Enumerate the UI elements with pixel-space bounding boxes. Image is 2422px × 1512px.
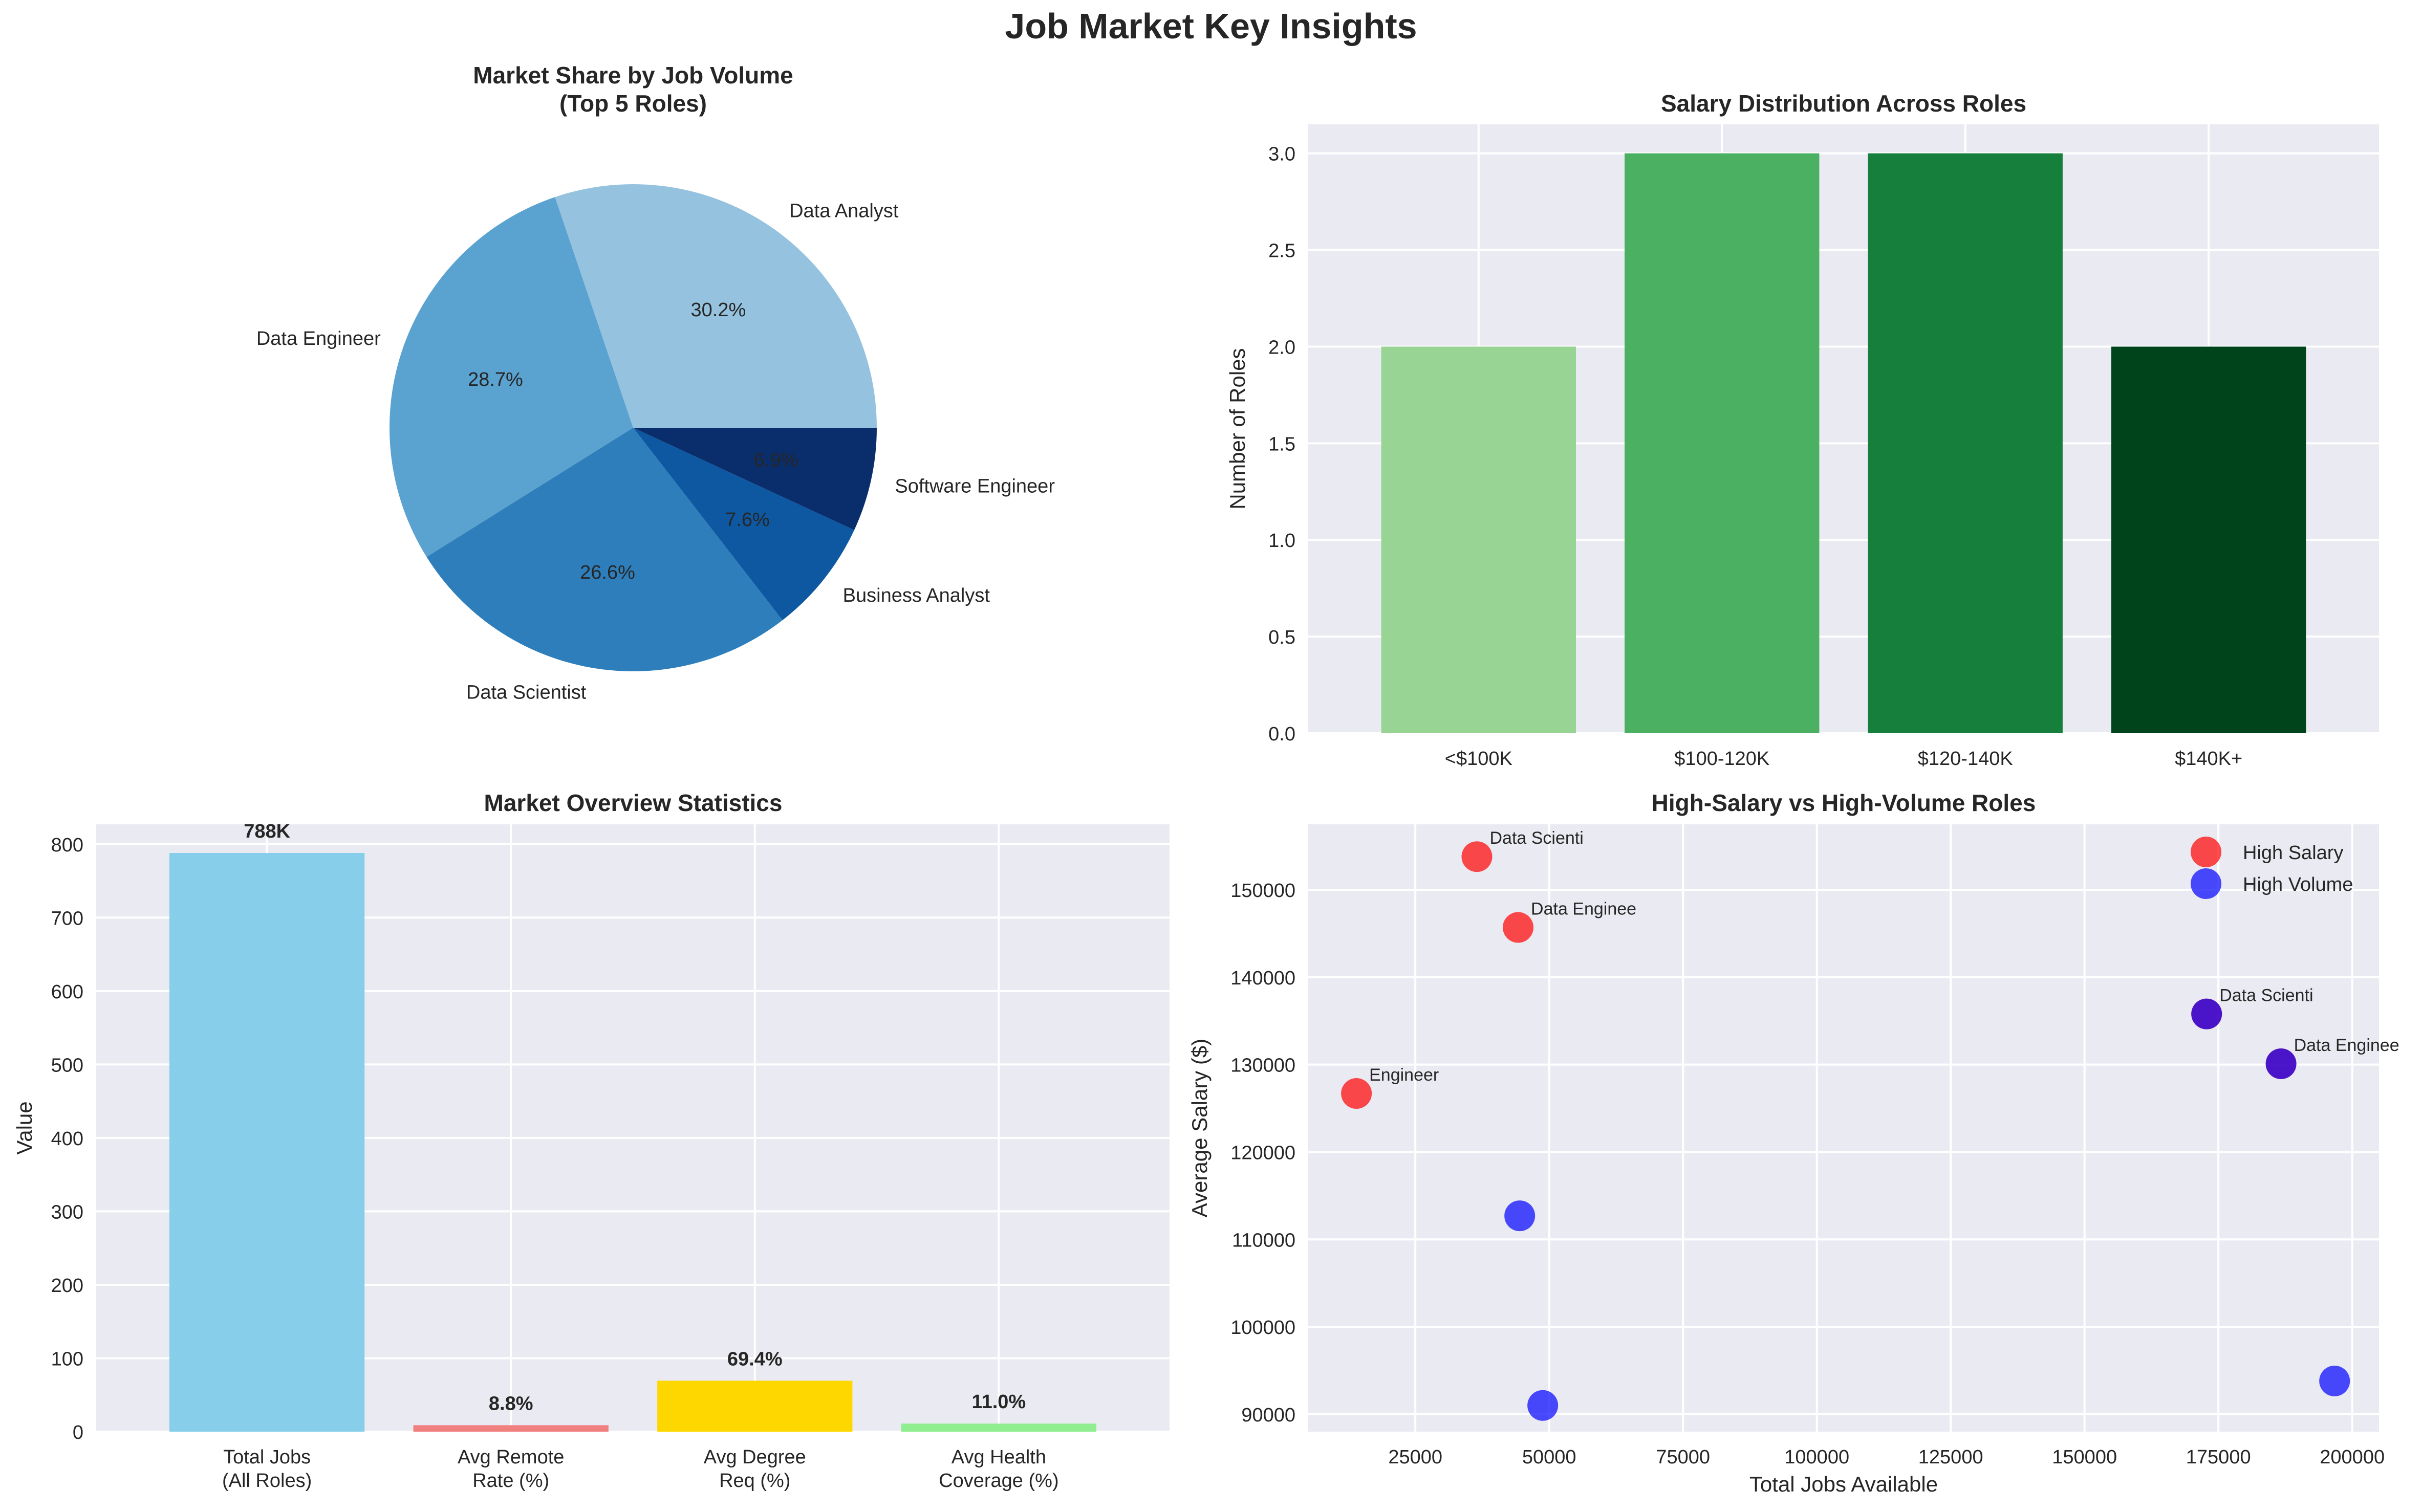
scatter-title: High-Salary vs High-Volume Roles bbox=[1652, 790, 2036, 816]
scatter-point-label: Data Scienti bbox=[2219, 986, 2313, 1005]
salary-y-tick: 2.0 bbox=[1268, 337, 1295, 358]
salary-bar bbox=[2111, 346, 2306, 733]
scatter-x-tick: 200000 bbox=[2320, 1447, 2385, 1468]
pie-slice bbox=[426, 428, 783, 671]
pie-label: Data Scientist bbox=[466, 682, 587, 704]
overview-bar bbox=[413, 1425, 609, 1432]
pie-slice bbox=[633, 428, 854, 621]
overview-x-tick: Avg Degree Req (%) bbox=[704, 1447, 806, 1492]
overview-y-tick: 200 bbox=[51, 1275, 83, 1297]
pie-percent-label: 30.2% bbox=[691, 299, 746, 321]
scatter-y-tick: 100000 bbox=[1230, 1317, 1295, 1339]
scatter-point bbox=[1504, 1200, 1536, 1232]
pie-slice bbox=[390, 197, 633, 557]
scatter-point bbox=[1527, 1390, 1559, 1421]
scatter-y-tick: 130000 bbox=[1230, 1055, 1295, 1077]
overview-y-tick: 600 bbox=[51, 981, 83, 1003]
scatter-point bbox=[1341, 1078, 1372, 1109]
salary-bar bbox=[1868, 153, 2063, 734]
scatter-y-tick: 140000 bbox=[1230, 968, 1295, 989]
salary-y-tick: 1.5 bbox=[1268, 433, 1295, 455]
salary-y-tick: 0.0 bbox=[1268, 724, 1295, 745]
scatter-point bbox=[1503, 912, 1534, 943]
salary-x-tick: $120-140K bbox=[1918, 748, 2013, 770]
scatter-x-tick: 25000 bbox=[1388, 1447, 1442, 1468]
pie-label: Data Analyst bbox=[789, 200, 899, 222]
overview-x-tick: Total Jobs (All Roles) bbox=[222, 1447, 312, 1492]
scatter-y-tick: 110000 bbox=[1232, 1230, 1295, 1251]
pie-label: Business Analyst bbox=[843, 585, 990, 606]
overview-value-label: 788K bbox=[244, 821, 290, 842]
pie-slice bbox=[633, 428, 877, 530]
pie-percent-label: 26.6% bbox=[580, 562, 635, 583]
pie-title: Market Share by Job Volume (Top 5 Roles) bbox=[473, 62, 793, 117]
pie-label: Data Engineer bbox=[256, 328, 381, 349]
overview-title: Market Overview Statistics bbox=[484, 790, 783, 816]
pie-percent-label: 7.6% bbox=[725, 509, 770, 531]
salary-volume-scatter-panel: 25000 50000 75000 100000 125000 150000 175000 2… bbox=[1187, 790, 2399, 1496]
overview-value-label: 69.4% bbox=[727, 1348, 783, 1370]
legend-label: High Volume bbox=[2243, 874, 2353, 895]
pie-slice bbox=[555, 184, 877, 428]
salary-bar bbox=[1625, 153, 1820, 734]
scatter-y-tick: 90000 bbox=[1241, 1405, 1295, 1426]
overview-bar bbox=[169, 852, 365, 1432]
scatter-point-label: Data Enginee bbox=[2294, 1036, 2399, 1055]
scatter-point bbox=[2265, 1048, 2297, 1079]
overview-y-tick: 700 bbox=[51, 908, 83, 929]
overview-y-tick: 0 bbox=[73, 1422, 83, 1443]
scatter-point-label: Engineer bbox=[1369, 1065, 1439, 1085]
salary-y-tick: 1.0 bbox=[1268, 530, 1295, 552]
pie-percent-label: 6.9% bbox=[754, 449, 798, 471]
overview-y-tick: 400 bbox=[51, 1128, 83, 1150]
scatter-point bbox=[2191, 998, 2222, 1029]
salary-y-tick: 3.0 bbox=[1268, 144, 1295, 165]
overview-x-tick: Avg Remote Rate (%) bbox=[458, 1447, 564, 1492]
scatter-x-tick: 125000 bbox=[1918, 1447, 1983, 1468]
salary-x-tick: $140K+ bbox=[2175, 748, 2242, 770]
salary-bar bbox=[1381, 346, 1576, 733]
salary-x-tick: $100-120K bbox=[1674, 748, 1769, 770]
legend-marker bbox=[2191, 868, 2221, 899]
scatter-y-label: Average Salary ($) bbox=[1187, 1039, 1212, 1217]
scatter-x-label: Total Jobs Available bbox=[1749, 1472, 1938, 1496]
scatter-x-tick: 150000 bbox=[2052, 1447, 2117, 1468]
overview-y-tick: 300 bbox=[51, 1201, 83, 1223]
overview-value-label: 11.0% bbox=[972, 1391, 1026, 1413]
overview-x-tick: Avg Health Coverage (%) bbox=[939, 1447, 1058, 1492]
scatter-point bbox=[1461, 841, 1493, 872]
overview-bar bbox=[657, 1380, 853, 1432]
salary-y-tick: 0.5 bbox=[1268, 627, 1295, 648]
scatter-y-tick: 120000 bbox=[1230, 1142, 1295, 1164]
scatter-point bbox=[2319, 1365, 2350, 1396]
salary-title: Salary Distribution Across Roles bbox=[1661, 90, 2026, 117]
overview-y-tick: 800 bbox=[51, 835, 83, 856]
pie-percent-label: 28.7% bbox=[468, 369, 523, 390]
scatter-point-label: Data Scienti bbox=[1489, 828, 1583, 848]
legend-label: High Salary bbox=[2243, 842, 2343, 864]
figure-title: Job Market Key Insights bbox=[1005, 6, 1417, 46]
legend-marker bbox=[2191, 837, 2221, 867]
overview-y-label: Value bbox=[12, 1101, 36, 1154]
salary-distribution-panel: 0.0 0.5 1.0 1.5 2.0 2.5 3.0 <$100K $100-120K $120… bbox=[1225, 90, 2379, 770]
salary-x-tick: <$100K bbox=[1445, 748, 1512, 770]
scatter-plot-area bbox=[1308, 824, 2379, 1432]
overview-y-tick: 500 bbox=[51, 1055, 83, 1076]
pie-label: Software Engineer bbox=[895, 476, 1055, 497]
overview-y-tick: 100 bbox=[51, 1348, 83, 1370]
salary-y-label: Number of Roles bbox=[1225, 348, 1249, 509]
scatter-point-label: Data Enginee bbox=[1531, 900, 1636, 919]
salary-y-tick: 2.5 bbox=[1268, 240, 1295, 262]
scatter-x-tick: 75000 bbox=[1656, 1447, 1710, 1468]
scatter-x-tick: 50000 bbox=[1522, 1447, 1576, 1468]
overview-value-label: 8.8% bbox=[489, 1393, 533, 1414]
scatter-x-tick: 100000 bbox=[1784, 1447, 1849, 1468]
scatter-y-tick: 150000 bbox=[1230, 880, 1295, 902]
scatter-x-tick: 175000 bbox=[2186, 1447, 2251, 1468]
market-overview-panel: 0 100 200 300 400 500 600 700 800 788K Total Jobs(… bbox=[12, 790, 1170, 1492]
pie-chart-panel: Market Share by Job Volume (Top 5 Roles) D… bbox=[256, 62, 1055, 704]
overview-bar bbox=[901, 1423, 1097, 1432]
